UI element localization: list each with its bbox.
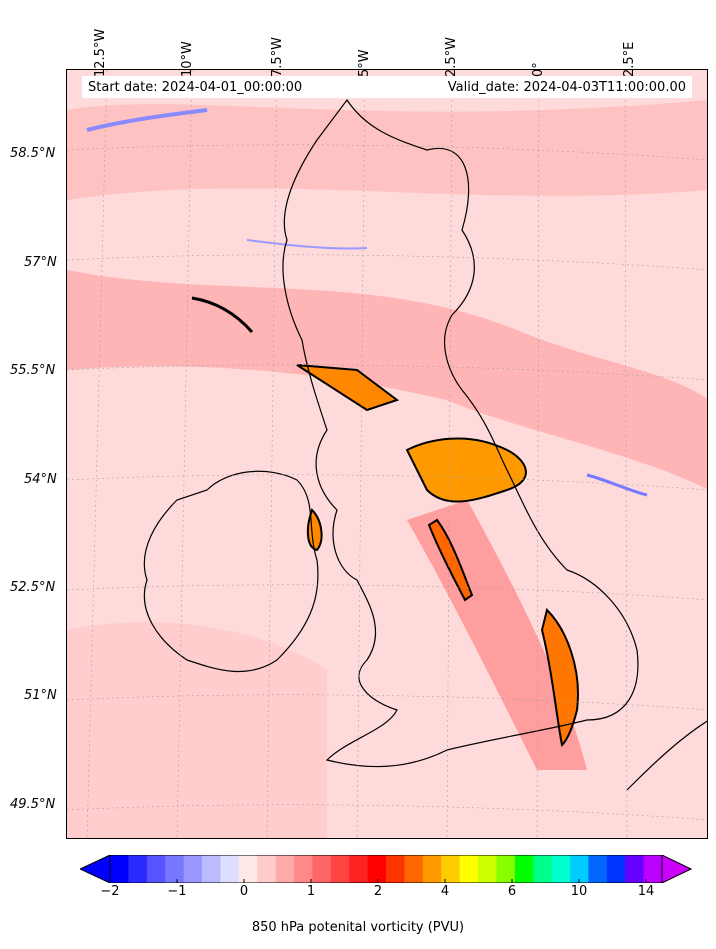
latitude-label: 54°N <box>24 472 57 487</box>
longitude-label: 10°W <box>180 41 195 77</box>
colorbar-cell <box>625 855 645 883</box>
colorbar-cell <box>588 855 608 883</box>
longitude-label: 2.5°E <box>622 41 637 77</box>
colorbar <box>80 855 692 883</box>
colorbar-cell <box>606 855 626 883</box>
high-pv-feature <box>296 364 400 412</box>
colorbar-cell <box>386 855 405 883</box>
colorbar-cell <box>349 855 369 883</box>
date-info-box: Start date: 2024-04-01_00:00:00 Valid_da… <box>82 76 692 98</box>
start-date-label: Start date: 2024-04-01_00:00:00 <box>88 79 303 95</box>
colorbar-cell <box>257 855 277 883</box>
latitude-label: 52.5°N <box>10 580 56 595</box>
great-britain-coastline <box>282 98 639 768</box>
graticule <box>67 70 707 838</box>
pv-band-central <box>67 270 707 490</box>
colorbar-cell <box>422 855 442 883</box>
colorbar-cells <box>110 855 663 883</box>
longitude-label: 7.5°W <box>270 36 285 77</box>
negative-pv-streak <box>586 473 648 497</box>
colorbar-cell <box>183 855 203 883</box>
colorbar-tick-label: −2 <box>100 884 120 899</box>
pv-band-north <box>67 100 707 200</box>
longitude-label: 2.5°W <box>444 36 459 77</box>
high-pv-contour <box>191 296 254 333</box>
latitude-label: 58.5°N <box>10 146 56 161</box>
map-svg <box>67 70 707 838</box>
colorbar-min-extend <box>80 855 111 883</box>
colorbar-cell <box>312 855 332 883</box>
longitude-label: 0° <box>531 62 546 77</box>
colorbar-cell <box>496 855 516 883</box>
colorbar-cell <box>533 855 553 883</box>
pv-band-southwest <box>67 622 327 838</box>
colorbar-cell <box>643 855 663 883</box>
colorbar-cell <box>404 855 424 883</box>
latitude-label: 57°N <box>24 255 57 270</box>
latitude-label: 49.5°N <box>10 797 56 812</box>
colorbar-cell <box>128 855 148 883</box>
colorbar-cell <box>202 855 221 883</box>
colorbar-cell <box>165 855 185 883</box>
longitude-label: 5°W <box>357 49 372 77</box>
continental-coastline <box>626 720 707 791</box>
colorbar-cell <box>367 855 387 883</box>
colorbar-outline <box>109 855 663 883</box>
colorbar-cell <box>220 855 240 883</box>
high-pv-feature <box>540 608 579 748</box>
latitude-label: 51°N <box>24 688 57 703</box>
colorbar-cell <box>330 855 350 883</box>
colorbar-tick-label: 2 <box>373 884 383 899</box>
colorbar-tick-label: 4 <box>440 884 450 899</box>
high-pv-feature <box>427 518 474 602</box>
colorbar-cell <box>478 855 497 883</box>
colorbar-cell <box>570 855 589 883</box>
colorbar-cell <box>146 855 166 883</box>
colorbar-tick-label: 6 <box>507 884 517 899</box>
colorbar-cell <box>238 855 258 883</box>
map-panel[interactable] <box>66 69 708 839</box>
ireland-coastline <box>143 470 319 673</box>
latitude-label: 55.5°N <box>10 363 56 378</box>
colorbar-tick-label: 14 <box>637 884 655 899</box>
colorbar-max-extend <box>661 855 692 883</box>
colorbar-tick-label: 10 <box>570 884 588 899</box>
colorbar-cell <box>110 855 129 883</box>
colorbar-cell <box>514 855 534 883</box>
colorbar-cell <box>551 855 571 883</box>
colorbar-cell <box>294 855 313 883</box>
colorbar-tick-label: 0 <box>239 884 249 899</box>
colorbar-tick-label: 1 <box>306 884 316 899</box>
colorbar-cell <box>459 855 479 883</box>
longitude-label: 12.5°W <box>93 28 108 77</box>
colorbar-ticks <box>109 879 647 883</box>
colorbar-cell <box>275 855 295 883</box>
colorbar-cell <box>441 855 461 883</box>
valid-date-label: Valid_date: 2024-04-03T11:00:00.00 <box>447 79 686 95</box>
high-pv-feature <box>405 437 527 503</box>
negative-pv-streak <box>246 239 368 250</box>
negative-pv-streak <box>86 108 208 132</box>
colorbar-tick-label: −1 <box>167 884 187 899</box>
colorbar-title: 850 hPa potenital vorticity (PVU) <box>251 920 465 935</box>
